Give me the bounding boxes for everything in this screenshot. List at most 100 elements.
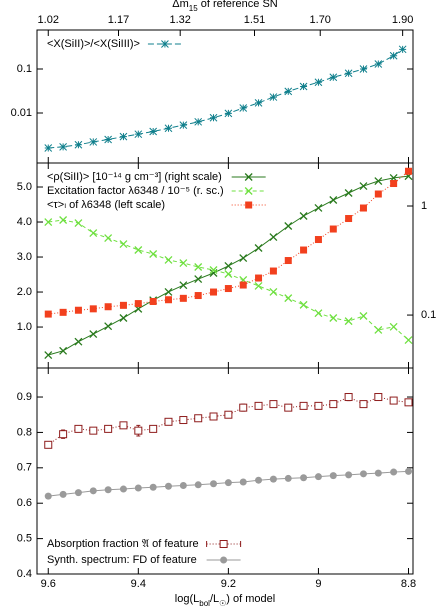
marker [239, 403, 248, 412]
marker [194, 117, 203, 126]
marker [59, 490, 67, 498]
marker [239, 254, 248, 263]
marker [254, 244, 263, 252]
marker [210, 288, 218, 296]
y-tick-label: 0.8 [17, 426, 32, 438]
marker [149, 127, 158, 136]
marker [74, 140, 83, 149]
legend-label: <τ>ₗ of λ6348 (left scale) [47, 199, 165, 211]
legend-marker [245, 201, 253, 209]
marker [179, 482, 187, 490]
marker [119, 421, 128, 430]
y-tick-label: 0.6 [17, 497, 32, 509]
marker [119, 314, 128, 322]
marker [345, 215, 353, 223]
marker [164, 124, 173, 133]
marker [119, 485, 127, 493]
marker [44, 144, 53, 152]
marker [209, 113, 218, 122]
marker [179, 259, 188, 267]
marker [179, 121, 188, 129]
marker [44, 492, 52, 500]
axis-label: log(Lbol/L☉) of model [175, 593, 275, 608]
marker [59, 308, 67, 316]
marker [149, 250, 158, 258]
marker [314, 203, 323, 212]
marker [374, 393, 383, 402]
legend-swatch [206, 541, 242, 547]
marker [398, 45, 407, 54]
x-tick-label: 9 [315, 578, 321, 590]
legend-marker [244, 173, 253, 181]
marker [359, 65, 368, 73]
axis-label-part: 15 [189, 4, 198, 13]
legend-label: <X(SiII)>/<X(SiIII)> [47, 38, 140, 50]
marker [179, 416, 188, 425]
marker [284, 222, 293, 230]
marker [300, 474, 308, 482]
marker [89, 305, 97, 313]
marker [134, 246, 143, 254]
marker [390, 468, 398, 476]
marker [89, 330, 98, 338]
series-line [48, 219, 409, 341]
marker [44, 218, 53, 226]
legend-marker [244, 187, 253, 195]
marker [74, 337, 83, 346]
marker [119, 132, 128, 141]
marker [149, 297, 157, 305]
marker [104, 303, 112, 311]
marker [119, 301, 127, 309]
marker [164, 482, 172, 490]
axis-label-part: bol [199, 599, 210, 608]
marker [74, 219, 83, 228]
marker [269, 287, 278, 296]
marker [344, 393, 353, 402]
marker [104, 234, 113, 243]
marker [344, 317, 353, 326]
series-line [48, 48, 403, 149]
x2-tick-label: 1.17 [108, 14, 129, 26]
marker [59, 142, 67, 151]
marker [404, 398, 413, 407]
marker [239, 104, 248, 112]
marker [359, 204, 367, 212]
marker [194, 292, 202, 300]
marker [284, 403, 293, 412]
marker [194, 481, 202, 489]
axis-label: Δm15 of reference SN [172, 0, 278, 13]
marker [345, 471, 353, 479]
axis-label-part: log(L [175, 593, 199, 605]
y-tick-label: 0.1 [17, 63, 32, 75]
marker [149, 424, 158, 433]
marker [299, 212, 308, 220]
marker [269, 400, 278, 409]
marker [269, 267, 277, 275]
marker [314, 78, 323, 87]
marker [300, 246, 308, 254]
marker [374, 326, 383, 334]
marker [44, 351, 53, 359]
marker [404, 467, 412, 475]
legend-label: Synth. spectrum: FD of feature [47, 554, 197, 566]
marker [194, 275, 203, 283]
marker [224, 285, 232, 293]
axis-label-part: ) of model [226, 593, 275, 605]
marker [284, 257, 292, 265]
marker [239, 478, 247, 486]
marker [224, 262, 233, 270]
marker [194, 414, 203, 423]
y2-tick-label: 0.1 [421, 309, 436, 321]
y-tick-label: 2.0 [17, 286, 32, 298]
marker [239, 281, 247, 289]
marker [164, 287, 173, 296]
marker [89, 426, 98, 435]
marker [389, 322, 398, 331]
legend-marker [220, 556, 228, 564]
marker [344, 69, 353, 78]
marker [179, 294, 187, 302]
y-tick-label: 0.5 [17, 533, 32, 545]
plot-frame [36, 367, 414, 575]
marker [134, 300, 142, 308]
